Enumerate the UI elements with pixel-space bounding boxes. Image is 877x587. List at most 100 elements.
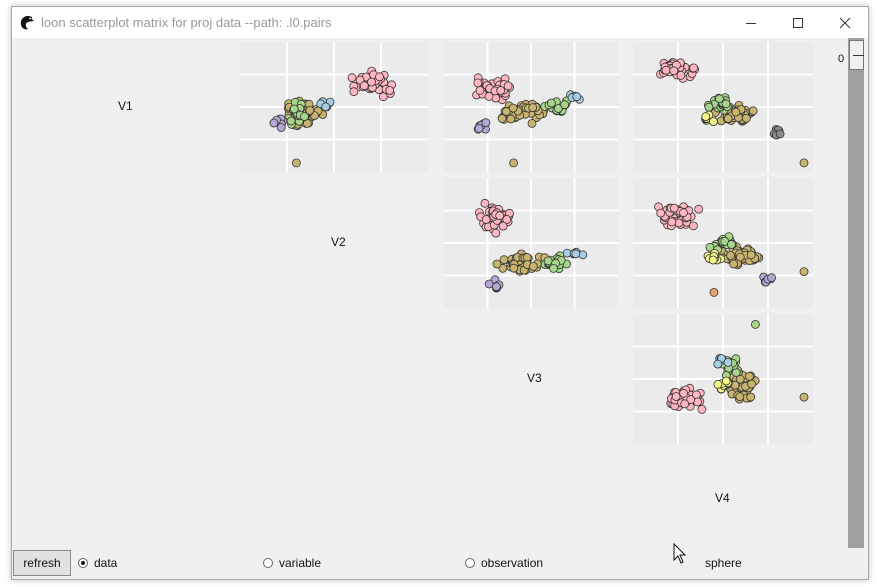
scatter-point[interactable] [543,256,553,266]
scatter-point[interactable] [741,113,751,123]
scatter-point[interactable] [705,242,715,252]
scatter-panel-v2-v4[interactable] [633,178,813,308]
scatter-point[interactable] [694,204,704,214]
scatter-point[interactable] [571,249,581,259]
scatter-point[interactable] [661,65,671,75]
radio-variable[interactable]: variable [263,556,321,570]
scatter-point[interactable] [679,388,688,398]
scatter-point[interactable] [492,259,502,269]
scatter-point[interactable] [669,66,679,76]
scatter-point[interactable] [385,86,395,95]
scatter-point[interactable] [572,92,582,102]
scatter-panel-v1-v4[interactable] [633,42,813,172]
scatter-point[interactable] [508,103,518,113]
scatter-point[interactable] [484,92,494,101]
scatter-point[interactable] [529,262,538,271]
scatter-point[interactable] [560,100,570,110]
scatter-point[interactable] [347,73,357,83]
scatter-point[interactable] [799,158,809,168]
scatter-point[interactable] [502,215,512,224]
scatter-point[interactable] [723,114,733,123]
scatter-point[interactable] [686,395,696,405]
scatter-point[interactable] [269,118,279,128]
scatter-point[interactable] [697,405,707,414]
scatter-point[interactable] [689,63,698,73]
scatter-point[interactable] [367,77,376,87]
scatter-point[interactable] [723,358,733,367]
scatter-point[interactable] [671,392,681,401]
scatter-point[interactable] [492,282,501,292]
scatter-point[interactable] [676,71,686,80]
refresh-button[interactable]: refresh [13,550,71,576]
scatter-point[interactable] [553,104,563,113]
scatter-point[interactable] [746,250,756,260]
scatter-point[interactable] [727,240,736,249]
scatter-point[interactable] [731,107,741,117]
scatter-point[interactable] [729,259,738,269]
scatter-point[interactable] [669,203,679,213]
scatter-point[interactable] [496,86,506,95]
scatter-point[interactable] [799,267,809,276]
scatter-point[interactable] [547,98,556,108]
scatter-point[interactable] [667,217,677,227]
scatter-point[interactable] [715,94,724,104]
scatter-point[interactable] [475,86,485,95]
scatterplot-matrix-canvas[interactable]: V1 V2 V3 V4 [12,38,847,548]
scatter-point[interactable] [735,252,745,262]
scatter-point[interactable] [498,221,508,231]
scatter-point[interactable] [751,319,760,329]
scatter-point[interactable] [701,112,711,121]
radio-observation[interactable]: observation [465,556,543,570]
scatter-point[interactable] [506,114,516,124]
scatter-point[interactable] [509,158,518,168]
radio-circle[interactable] [465,558,475,568]
scatter-point[interactable] [709,288,719,297]
scatter-panel-v3-v4[interactable] [633,314,813,444]
scatter-point[interactable] [713,379,723,389]
scatter-point[interactable] [656,208,666,218]
scatter-point[interactable] [286,116,296,126]
scatter-point[interactable] [679,208,688,218]
scatter-point[interactable] [726,251,735,260]
close-button[interactable] [822,7,868,38]
scatter-point[interactable] [746,392,756,402]
scatter-point[interactable] [292,158,301,168]
scatter-point[interactable] [713,359,723,369]
scatter-point[interactable] [289,104,299,114]
scatter-panel-v1-v2[interactable] [240,42,428,172]
scatter-point[interactable] [321,102,331,112]
scatter-point[interactable] [767,273,777,283]
scatter-point[interactable] [349,87,359,97]
scatter-point[interactable] [704,102,714,112]
scatter-point[interactable] [709,117,718,126]
radio-sphere[interactable]: sphere [689,556,742,570]
scatter-point[interactable] [775,129,785,139]
scatter-point[interactable] [499,255,509,265]
scatter-point[interactable] [501,107,511,116]
scatter-point[interactable] [549,264,558,273]
scatter-point[interactable] [474,124,484,133]
scatter-point[interactable] [484,279,494,289]
scatter-point[interactable] [735,392,745,401]
scrollbar-thumb[interactable] [849,40,864,70]
scatter-point[interactable] [748,106,758,116]
title-bar[interactable]: loon scatterplot matrix for proj data --… [12,7,868,38]
scatter-point[interactable] [799,392,809,402]
radio-circle[interactable] [78,558,88,568]
radio-circle[interactable] [263,558,273,568]
scatter-point[interactable] [528,103,538,112]
scatter-point[interactable] [745,372,754,381]
scatter-point[interactable] [680,399,690,409]
scatter-point[interactable] [300,112,309,121]
scatter-point[interactable] [375,72,384,82]
scatter-point[interactable] [481,215,491,224]
scatter-point[interactable] [747,379,756,389]
scatter-point[interactable] [498,263,508,273]
vertical-scrollbar[interactable] [847,38,865,548]
scatter-point[interactable] [708,255,718,265]
maximize-button[interactable] [775,7,821,38]
scatter-point[interactable] [674,218,684,228]
minimize-button[interactable] [728,7,774,38]
scatter-panel-v1-v3[interactable] [444,42,618,172]
scatter-point[interactable] [359,81,369,91]
